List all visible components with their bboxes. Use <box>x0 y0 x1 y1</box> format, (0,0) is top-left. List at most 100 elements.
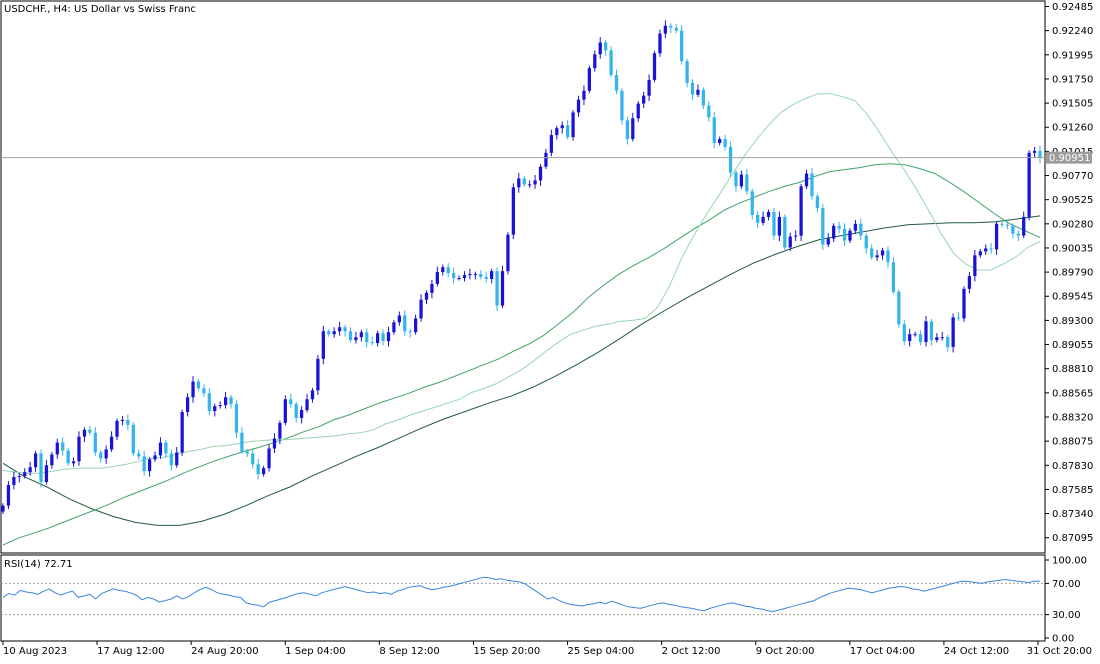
candle-body <box>723 139 727 147</box>
time-axis: 10 Aug 2023 17 Aug 12:00 24 Aug 20:00 1 Sep… <box>2 641 1092 657</box>
time-tick-label: 9 Oct 20:00 <box>756 646 815 657</box>
price-tick-label: 0.91995 <box>1052 50 1093 61</box>
candle-body <box>332 331 336 335</box>
price-tick-label: 0.90280 <box>1052 219 1093 230</box>
candle-body <box>327 331 331 335</box>
candle-body <box>104 449 108 459</box>
ma-slow-line <box>2 215 1041 526</box>
rsi-tick-label: 30.00 <box>1052 610 1081 621</box>
candle-body <box>403 315 407 332</box>
candle-body <box>506 234 510 272</box>
candle-body <box>348 331 353 341</box>
price-tick-label: 0.87585 <box>1052 485 1093 496</box>
candle-body <box>375 333 380 344</box>
candle-body <box>343 327 347 332</box>
candle-body <box>685 61 689 83</box>
candle-body <box>788 236 792 248</box>
candle-body <box>337 327 342 332</box>
candle-body <box>739 174 744 187</box>
candle-body <box>294 404 298 418</box>
candle-body <box>12 477 16 485</box>
candle-body <box>289 399 293 405</box>
candle-body <box>804 173 809 187</box>
candle-body <box>359 332 363 338</box>
candle-body <box>283 399 287 423</box>
candle-body <box>680 30 684 62</box>
rsi-line <box>2 576 1041 613</box>
candle-body <box>50 454 54 466</box>
candle-body <box>973 255 977 277</box>
candle-body <box>419 299 423 319</box>
time-tick-label: 24 Oct 12:00 <box>944 646 1009 657</box>
candle-body <box>810 173 814 197</box>
candle-body <box>891 262 896 292</box>
candle-body <box>517 178 521 188</box>
candle-body <box>473 274 477 276</box>
candle-body <box>457 278 461 280</box>
candle-body <box>614 74 619 91</box>
candle-body <box>500 271 505 306</box>
candle-body <box>690 82 695 95</box>
time-tick-label: 1 Sep 04:00 <box>285 646 345 657</box>
candle-body <box>777 216 782 236</box>
price-tick-label: 0.87830 <box>1052 461 1093 472</box>
price-tick-label: 0.88810 <box>1052 364 1093 375</box>
candle-body <box>994 223 999 250</box>
candle-body <box>267 448 271 469</box>
candle-body <box>370 342 374 344</box>
candle-body <box>533 180 537 185</box>
price-tick-label: 0.89300 <box>1052 316 1093 327</box>
candlestick-series <box>1 20 1042 515</box>
candle-body <box>1000 223 1004 225</box>
candle-body <box>88 429 92 433</box>
candle-body <box>935 337 939 341</box>
candle-body <box>576 99 581 113</box>
price-tick-label: 0.88075 <box>1052 437 1093 448</box>
price-panel[interactable] <box>0 0 1046 554</box>
candle-body <box>137 453 141 457</box>
candle-body <box>495 271 499 306</box>
candle-body <box>696 89 700 95</box>
candle-body <box>202 388 206 394</box>
candle-body <box>1016 233 1020 236</box>
candle-body <box>669 25 673 28</box>
rsi-panel[interactable] <box>0 554 1046 642</box>
candle-body <box>853 223 858 231</box>
candle-body <box>185 397 190 413</box>
candle-body <box>604 42 608 51</box>
candle-body <box>761 216 765 223</box>
candle-body <box>120 419 125 421</box>
candle-body <box>631 118 635 140</box>
candle-body <box>82 429 87 437</box>
candle-body <box>1011 225 1015 234</box>
time-tick-label: 15 Sep 20:00 <box>473 646 540 657</box>
candle-body <box>956 317 961 319</box>
candle-body <box>799 186 803 236</box>
candle-body <box>587 68 591 91</box>
candle-body <box>158 442 163 456</box>
candle-body <box>468 274 472 276</box>
candle-body <box>484 277 488 279</box>
candle-body <box>397 315 401 323</box>
candle-body <box>321 331 325 359</box>
price-tick-label: 0.91505 <box>1052 99 1093 110</box>
ma-mid-line <box>2 163 1041 546</box>
candle-body <box>147 459 152 472</box>
candle-body <box>305 399 309 411</box>
candle-body <box>490 271 494 279</box>
candle-body <box>299 410 304 418</box>
chart-title: USDCHF., H4: US Dollar vs Swiss Franc <box>4 4 196 15</box>
candle-body <box>859 223 863 236</box>
candle-body <box>984 248 988 252</box>
candle-body <box>251 453 255 465</box>
candle-body <box>452 273 456 279</box>
candle-body <box>978 251 982 256</box>
candle-body <box>1038 150 1042 158</box>
price-tick-label: 0.92485 <box>1052 2 1093 13</box>
price-tick-label: 0.91260 <box>1052 123 1093 134</box>
time-tick-label: 10 Aug 2023 <box>3 646 67 657</box>
price-tick-label: 0.91750 <box>1052 74 1093 85</box>
candle-body <box>642 95 646 104</box>
candle-body <box>462 275 467 279</box>
